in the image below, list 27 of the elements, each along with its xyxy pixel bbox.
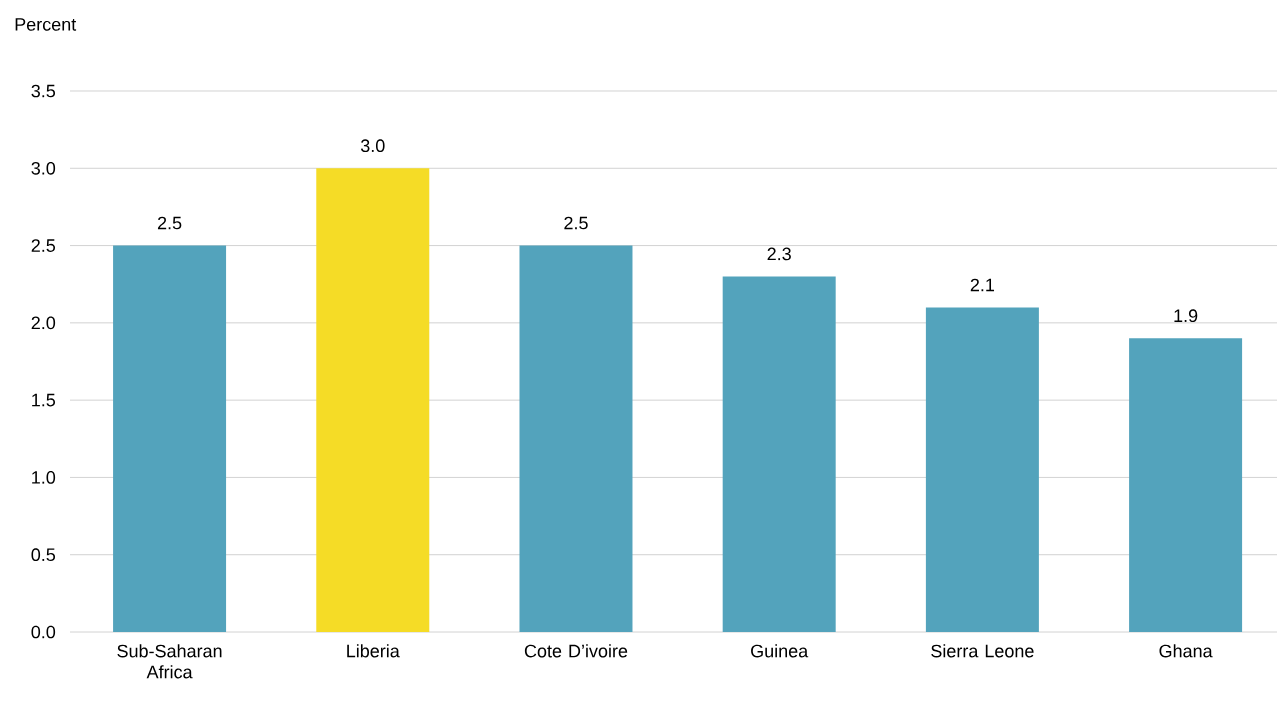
bar xyxy=(1129,338,1243,632)
data-label: 2.1 xyxy=(970,278,995,292)
y-tick-label: 1.5 xyxy=(32,393,56,407)
y-tick-label: 3.5 xyxy=(31,84,56,98)
bar xyxy=(722,276,836,632)
x-tick-label: Ghana xyxy=(1159,644,1213,658)
y-tick-label: 0.0 xyxy=(31,625,56,639)
data-label: 2.5 xyxy=(564,216,588,230)
y-tick-label: 0.5 xyxy=(31,548,56,562)
bar xyxy=(519,245,633,632)
x-tick-label: Cote D’ivoire xyxy=(524,644,628,658)
data-label: 1.9 xyxy=(1174,309,1198,323)
y-tick-label: 2.5 xyxy=(31,239,56,252)
x-tick-label: Sierra Leone xyxy=(931,644,1034,658)
bar xyxy=(113,245,227,632)
x-tick-label: Guinea xyxy=(751,644,809,658)
x-tick-label: Sub-Saharan Africa xyxy=(117,644,222,679)
y-tick-label: 2.0 xyxy=(31,316,56,330)
y-axis-title: Percent xyxy=(15,18,77,31)
data-label: 2.3 xyxy=(767,247,791,261)
x-tick-label: Liberia xyxy=(347,644,400,658)
y-tick-label: 1.0 xyxy=(32,471,56,484)
bar xyxy=(925,307,1039,632)
bar xyxy=(316,168,430,632)
y-tick-label: 3.0 xyxy=(31,161,56,175)
data-label: 2.5 xyxy=(157,216,182,230)
data-label: 3.0 xyxy=(360,139,385,153)
